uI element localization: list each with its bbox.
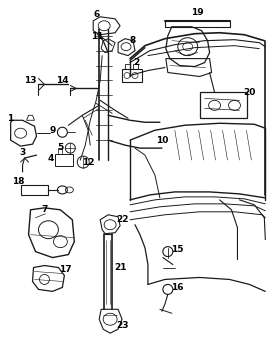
Text: 14: 14 bbox=[56, 76, 69, 85]
Text: 4: 4 bbox=[47, 153, 54, 163]
Text: 18: 18 bbox=[12, 177, 25, 187]
Text: 20: 20 bbox=[243, 88, 256, 97]
Text: 23: 23 bbox=[116, 321, 128, 330]
Text: 11: 11 bbox=[91, 32, 104, 41]
Text: 3: 3 bbox=[19, 148, 26, 157]
Bar bbox=[55, 154, 73, 166]
Text: 5: 5 bbox=[57, 143, 63, 152]
Text: 7: 7 bbox=[41, 205, 48, 214]
Text: 22: 22 bbox=[116, 215, 128, 224]
Text: 6: 6 bbox=[93, 10, 99, 19]
Text: 16: 16 bbox=[172, 283, 184, 292]
Text: 12: 12 bbox=[82, 158, 94, 167]
Text: 1: 1 bbox=[8, 114, 14, 123]
Text: 2: 2 bbox=[133, 58, 139, 67]
Text: 21: 21 bbox=[114, 263, 126, 272]
Text: 9: 9 bbox=[49, 126, 56, 135]
Bar bbox=[122, 69, 142, 82]
Bar bbox=[200, 93, 247, 118]
Bar bbox=[21, 185, 48, 195]
Text: 15: 15 bbox=[172, 245, 184, 254]
Text: 13: 13 bbox=[24, 76, 37, 85]
Text: 17: 17 bbox=[59, 265, 72, 274]
Text: 8: 8 bbox=[130, 36, 136, 45]
Text: 19: 19 bbox=[191, 8, 204, 17]
Text: 10: 10 bbox=[156, 136, 168, 145]
